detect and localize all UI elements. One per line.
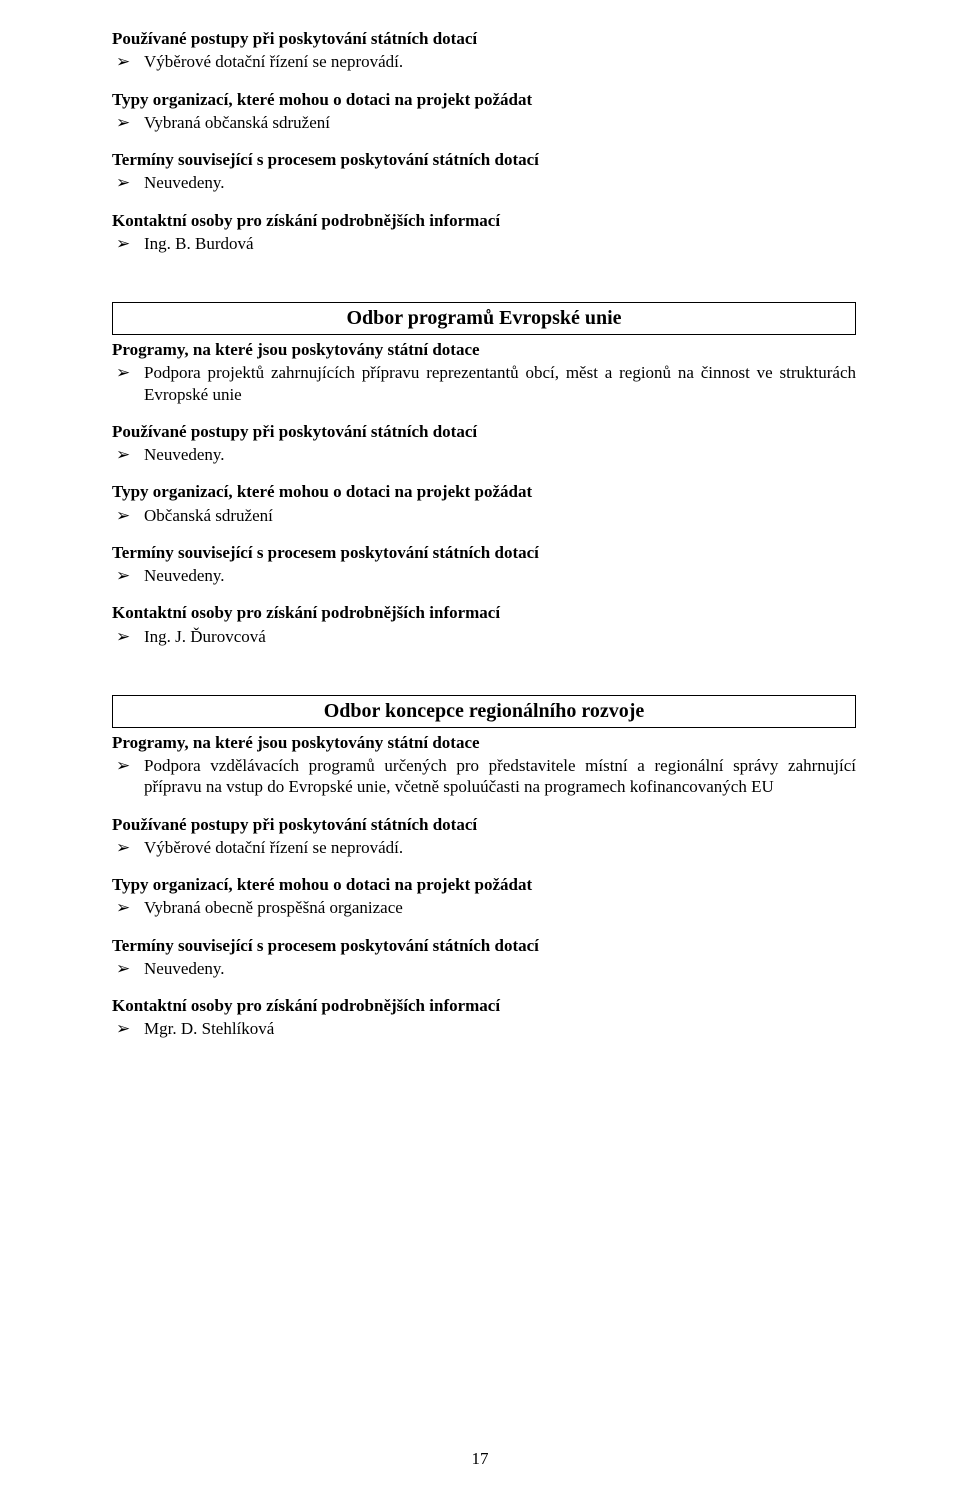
section-regional: Programy, na které jsou poskytovány stát…: [112, 732, 856, 1040]
list-used-procedures-2: Neuvedeny.: [112, 444, 856, 465]
list-item: Vybraná občanská sdružení: [112, 112, 856, 133]
list-programs-3: Podpora vzdělávacích programů určených p…: [112, 755, 856, 798]
list-item: Ing. B. Burdová: [112, 233, 856, 254]
document-page: Používané postupy při poskytování státní…: [0, 0, 960, 1499]
list-terms-1: Neuvedeny.: [112, 172, 856, 193]
heading-terms-2: Termíny související s procesem poskytová…: [112, 542, 856, 563]
list-used-procedures-1: Výběrové dotační řízení se neprovádí.: [112, 51, 856, 72]
list-item: Výběrové dotační řízení se neprovádí.: [112, 51, 856, 72]
section-title-box-regional: Odbor koncepce regionálního rozvoje: [112, 695, 856, 728]
section-title-eu: Odbor programů Evropské unie: [346, 307, 621, 329]
heading-programs-2: Programy, na které jsou poskytovány stát…: [112, 339, 856, 360]
section-title-regional: Odbor koncepce regionálního rozvoje: [324, 700, 645, 722]
heading-org-types-3: Typy organizací, které mohou o dotaci na…: [112, 874, 856, 895]
list-org-types-2: Občanská sdružení: [112, 505, 856, 526]
list-item: Občanská sdružení: [112, 505, 856, 526]
section-block-1: Používané postupy při poskytování státní…: [112, 28, 856, 254]
heading-contacts-3: Kontaktní osoby pro získání podrobnějšíc…: [112, 995, 856, 1016]
heading-contacts-2: Kontaktní osoby pro získání podrobnějšíc…: [112, 602, 856, 623]
heading-org-types-1: Typy organizací, které mohou o dotaci na…: [112, 89, 856, 110]
list-contacts-2: Ing. J. Ďurovcová: [112, 626, 856, 647]
list-contacts-3: Mgr. D. Stehlíková: [112, 1018, 856, 1039]
section-title-box-eu: Odbor programů Evropské unie: [112, 302, 856, 335]
list-item: Vybraná obecně prospěšná organizace: [112, 897, 856, 918]
list-org-types-3: Vybraná obecně prospěšná organizace: [112, 897, 856, 918]
list-item: Neuvedeny.: [112, 444, 856, 465]
list-terms-2: Neuvedeny.: [112, 565, 856, 586]
list-contacts-1: Ing. B. Burdová: [112, 233, 856, 254]
heading-terms-3: Termíny související s procesem poskytová…: [112, 935, 856, 956]
heading-org-types-2: Typy organizací, které mohou o dotaci na…: [112, 481, 856, 502]
heading-terms-1: Termíny související s procesem poskytová…: [112, 149, 856, 170]
heading-used-procedures-2: Používané postupy při poskytování státní…: [112, 421, 856, 442]
heading-used-procedures-1: Používané postupy při poskytování státní…: [112, 28, 856, 49]
list-org-types-1: Vybraná občanská sdružení: [112, 112, 856, 133]
list-used-procedures-3: Výběrové dotační řízení se neprovádí.: [112, 837, 856, 858]
spacer: [112, 667, 856, 695]
list-programs-2: Podpora projektů zahrnujících přípravu r…: [112, 362, 856, 405]
list-terms-3: Neuvedeny.: [112, 958, 856, 979]
heading-programs-3: Programy, na které jsou poskytovány stát…: [112, 732, 856, 753]
heading-used-procedures-3: Používané postupy při poskytování státní…: [112, 814, 856, 835]
page-number: 17: [0, 1448, 960, 1469]
list-item: Ing. J. Ďurovcová: [112, 626, 856, 647]
list-item: Mgr. D. Stehlíková: [112, 1018, 856, 1039]
section-eu: Programy, na které jsou poskytovány stát…: [112, 339, 856, 647]
spacer: [112, 274, 856, 302]
list-item: Výběrové dotační řízení se neprovádí.: [112, 837, 856, 858]
heading-contacts-1: Kontaktní osoby pro získání podrobnějšíc…: [112, 210, 856, 231]
list-item: Neuvedeny.: [112, 172, 856, 193]
list-item: Podpora vzdělávacích programů určených p…: [112, 755, 856, 798]
list-item: Neuvedeny.: [112, 565, 856, 586]
list-item: Neuvedeny.: [112, 958, 856, 979]
list-item: Podpora projektů zahrnujících přípravu r…: [112, 362, 856, 405]
